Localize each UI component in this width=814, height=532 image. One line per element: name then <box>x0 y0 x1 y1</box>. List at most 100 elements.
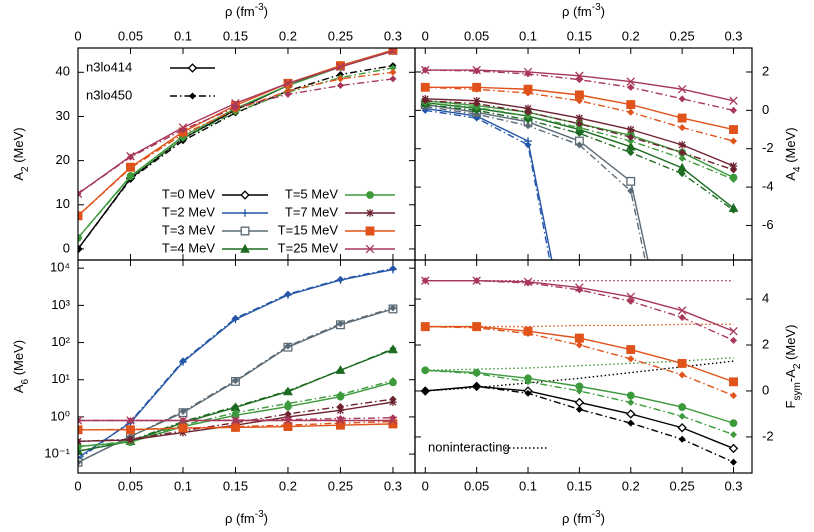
label-part: (MeV) <box>783 127 798 166</box>
y-axis-label: A4 (MeV) <box>783 127 803 180</box>
marker <box>729 125 738 134</box>
marker <box>336 415 344 423</box>
marker <box>336 275 344 283</box>
marker <box>626 176 636 186</box>
marker <box>336 366 344 374</box>
marker <box>626 345 636 355</box>
marker <box>627 83 635 91</box>
marker <box>78 245 82 253</box>
marker <box>524 104 532 113</box>
marker <box>575 387 583 395</box>
x-tick-label: 0.25 <box>328 478 353 493</box>
marker <box>283 79 293 88</box>
x-tick-label: 0.3 <box>384 478 402 493</box>
marker <box>575 76 583 84</box>
x-tick-label: 0 <box>422 478 429 493</box>
marker <box>473 382 481 390</box>
label-part: 6 <box>20 378 31 384</box>
y-tick-label: -4 <box>762 179 774 194</box>
x-tick-label: 0.1 <box>519 478 537 493</box>
marker <box>231 377 239 385</box>
marker <box>524 330 532 338</box>
marker <box>336 403 344 411</box>
x-tick-label: 0.05 <box>118 28 143 43</box>
series-line <box>425 323 734 328</box>
marker <box>577 415 582 420</box>
x-tick-label: 0.15 <box>223 28 248 43</box>
x-tick-label: 0 <box>74 478 81 493</box>
marker <box>575 129 583 137</box>
marker <box>421 106 429 114</box>
legend-label: T=15 MeV <box>278 222 339 237</box>
marker <box>336 62 345 72</box>
marker <box>729 162 738 170</box>
y-tick-label: 10 <box>56 196 70 211</box>
marker <box>284 387 292 395</box>
label-part: -3 <box>592 509 601 520</box>
series-line <box>425 103 649 260</box>
marker <box>78 234 82 242</box>
marker <box>284 290 292 298</box>
series-line <box>78 348 394 452</box>
marker <box>677 84 687 94</box>
marker <box>729 106 738 114</box>
marker <box>729 166 738 174</box>
legend-label: T=5 MeV <box>285 186 338 201</box>
marker <box>677 423 687 433</box>
marker <box>473 67 481 75</box>
marker <box>729 137 738 145</box>
marker <box>473 103 481 111</box>
marker <box>336 391 344 399</box>
legend-marker <box>187 63 198 73</box>
marker <box>126 425 135 433</box>
legend-marker <box>240 190 250 200</box>
marker <box>574 333 584 343</box>
marker <box>78 458 82 466</box>
legend-label: T=25 MeV <box>278 240 339 255</box>
marker <box>421 66 429 74</box>
series-line <box>78 348 394 452</box>
marker <box>421 366 429 374</box>
y-tick-label: -2 <box>762 428 774 443</box>
marker <box>284 421 292 429</box>
marker <box>575 71 584 81</box>
marker <box>231 416 239 424</box>
marker <box>389 377 397 385</box>
marker <box>626 292 636 302</box>
legend-marker <box>241 209 249 217</box>
legend-label: noninteracting <box>428 439 510 454</box>
marker <box>179 416 187 425</box>
marker <box>473 277 481 285</box>
label-part: -A <box>783 369 798 382</box>
y-axis-label: Fsym-A2 (MeV) <box>783 325 803 409</box>
marker <box>473 110 481 118</box>
label-part: -3 <box>592 2 601 13</box>
x-tick-label: 0 <box>422 28 429 43</box>
marker <box>179 130 187 138</box>
marker <box>678 124 686 132</box>
marker <box>126 173 135 181</box>
x-tick-label: 0.05 <box>464 478 489 493</box>
series-line <box>78 49 394 217</box>
marker <box>78 212 82 220</box>
series-line <box>425 109 551 260</box>
plot-area <box>78 264 398 467</box>
y-tick-label: -6 <box>762 217 774 232</box>
series-line <box>425 105 646 260</box>
marker <box>728 443 739 454</box>
y-tick-label: 20 <box>56 152 70 167</box>
y-tick-label: 10⁰ <box>50 408 70 423</box>
label-part: A <box>783 172 798 181</box>
legend-marker <box>366 209 374 217</box>
marker <box>575 341 583 349</box>
y-tick-label: 30 <box>56 108 70 123</box>
label-part: A <box>11 384 26 393</box>
marker <box>627 137 635 145</box>
marker <box>78 426 82 434</box>
marker <box>678 149 686 157</box>
marker <box>421 387 429 395</box>
label-part: ) <box>264 511 268 526</box>
marker <box>421 323 429 331</box>
x-axis-label: ρ (fm-3) <box>562 509 605 526</box>
label-part: -3 <box>255 2 264 13</box>
